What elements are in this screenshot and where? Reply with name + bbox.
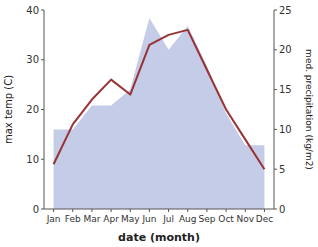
x-tick (91, 209, 92, 212)
x-tick (53, 209, 54, 212)
x-tick (149, 209, 150, 212)
y2-tick-label: 0 (279, 204, 285, 215)
x-tick-label: Jul (162, 214, 174, 224)
x-tick (206, 209, 207, 212)
x-tick-label: Sep (198, 214, 215, 224)
y2-tick (274, 129, 277, 130)
x-tick (130, 209, 131, 212)
y2-tick-label: 5 (279, 164, 285, 175)
x-tick-label: Aug (179, 214, 197, 224)
precipitation-area (54, 18, 265, 209)
y-axis-label: max temp (C) (3, 75, 14, 144)
y2-axis-line (274, 10, 275, 209)
x-tick-label: Apr (103, 214, 119, 224)
y-tick-label: 30 (26, 54, 39, 65)
x-tick (72, 209, 73, 212)
x-tick-label: Dec (256, 214, 273, 224)
y2-tick (274, 89, 277, 90)
y-tick (41, 109, 44, 110)
y2-tick (274, 169, 277, 170)
x-tick (111, 209, 112, 212)
x-tick-label: Jan (46, 214, 61, 224)
y-tick (41, 209, 44, 210)
y-tick (41, 10, 44, 11)
x-tick (187, 209, 188, 212)
x-tick-label: Mar (83, 214, 100, 224)
y2-tick (274, 209, 277, 210)
y2-axis-label: med. precipitation (kg/m2) (304, 49, 314, 170)
y-tick-label: 10 (26, 154, 39, 165)
chart-container: Jan FebMarAprMayJun Jul AugSepOctNovDec 0 10 2… (0, 0, 318, 247)
y-tick-label: 0 (33, 204, 39, 215)
y2-tick-label: 10 (279, 124, 292, 135)
y2-tick-label: 25 (279, 5, 292, 16)
x-tick-label: Nov (236, 214, 254, 224)
y2-tick (274, 49, 277, 50)
y-tick-label: 20 (26, 104, 39, 115)
y-tick (41, 59, 44, 60)
y2-tick-label: 15 (279, 84, 292, 95)
x-tick (226, 209, 227, 212)
x-tick-label: Oct (218, 214, 234, 224)
x-axis-label: date (month) (118, 231, 200, 244)
plot-area (54, 18, 265, 209)
y-tick-label: 40 (26, 5, 39, 16)
x-tick (245, 209, 246, 212)
y2-tick (274, 10, 277, 11)
x-axis-line (44, 209, 274, 210)
x-tick (168, 209, 169, 212)
x-tick-label: Feb (65, 214, 81, 224)
y-tick (41, 159, 44, 160)
x-tick (264, 209, 265, 212)
y2-tick-label: 20 (279, 44, 292, 55)
x-tick-label: May (121, 214, 140, 224)
x-tick-label: Jun (141, 214, 156, 224)
temperature-line (54, 30, 265, 169)
chart: Jan FebMarAprMayJun Jul AugSepOctNovDec 0 10 2… (0, 0, 318, 247)
